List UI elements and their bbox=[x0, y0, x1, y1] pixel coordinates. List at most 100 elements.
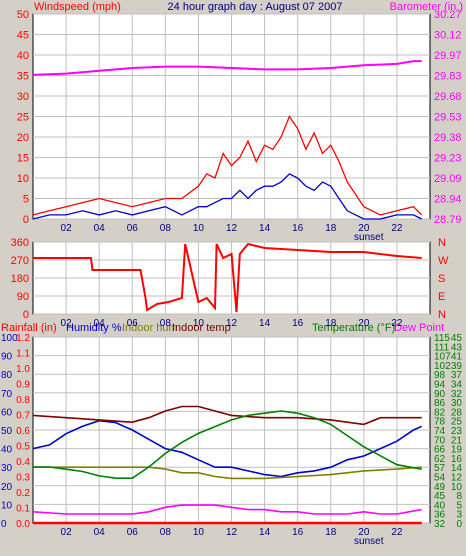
compass-tick-label: N bbox=[438, 237, 446, 249]
temperature-axis-title: Temperature (°F) bbox=[312, 322, 395, 334]
x-tick-label: 08 bbox=[160, 527, 172, 538]
x-tick-label: 06 bbox=[127, 223, 139, 234]
temp-f-tick-label: 78 bbox=[434, 417, 446, 428]
humidity-tick-label: 100 bbox=[1, 333, 18, 344]
x-tick-label: 14 bbox=[259, 318, 271, 329]
x-tick-label: 16 bbox=[292, 318, 304, 329]
series-line-barometer bbox=[32, 60, 422, 76]
temp-c-tick-label: 32 bbox=[451, 389, 463, 400]
direction-y-tick-label: 270 bbox=[11, 255, 29, 267]
x-tick-label: 08 bbox=[160, 223, 172, 234]
rainfall-tick-label: 1.0 bbox=[16, 364, 30, 375]
x-tick-label: 06 bbox=[127, 527, 139, 538]
compass-tick-label: W bbox=[438, 255, 449, 267]
humidity-tick-label: 60 bbox=[1, 407, 13, 418]
x-tick-label: 08 bbox=[160, 318, 172, 329]
indoor-temp-axis-title: Indoor temp bbox=[172, 322, 231, 334]
humidity-tick-label: 80 bbox=[1, 370, 13, 381]
x-tick-label: 12 bbox=[226, 318, 238, 329]
barometer-tick-label: 29.53 bbox=[434, 112, 462, 124]
temp-c-tick-label: 39 bbox=[451, 361, 463, 372]
x-tick-label: 02 bbox=[61, 527, 73, 538]
barometer-tick-label: 29.83 bbox=[434, 71, 462, 83]
wind-y-tick-label: 5 bbox=[23, 194, 29, 206]
temp-c-tick-label: 0 bbox=[456, 519, 462, 530]
humidity-tick-label: 70 bbox=[1, 389, 13, 400]
barometer-tick-label: 28.79 bbox=[434, 214, 462, 226]
indoor-hum-axis-title: Indoor hum bbox=[122, 322, 178, 334]
x-tick-label: 14 bbox=[259, 527, 271, 538]
x-tick-label: 20 bbox=[358, 318, 370, 329]
x-tick-label: 20 bbox=[358, 223, 370, 234]
sunset-label: sunset bbox=[354, 536, 384, 547]
x-tick-label: 02 bbox=[61, 223, 73, 234]
series-line-wind_speed bbox=[32, 115, 423, 216]
rainfall-tick-label: 0.2 bbox=[16, 488, 30, 499]
direction-y-tick-label: 0 bbox=[23, 309, 29, 321]
temp-f-tick-label: 86 bbox=[434, 398, 446, 409]
humidity-tick-label: 10 bbox=[1, 500, 13, 511]
rainfall-tick-label: 0.7 bbox=[16, 411, 30, 422]
temp-f-tick-label: 36 bbox=[434, 510, 446, 521]
rainfall-tick-label: 0.8 bbox=[16, 395, 30, 406]
barometer-axis-title: Barometer (in.) bbox=[390, 1, 463, 13]
rainfall-axis-title: Rainfall (in) bbox=[1, 322, 57, 334]
series-line-wind_dir bbox=[33, 242, 422, 313]
temp-c-tick-label: 3 bbox=[456, 510, 462, 521]
temp-c-tick-label: 19 bbox=[451, 445, 463, 456]
temp-f-tick-label: 49 bbox=[434, 482, 446, 493]
direction-y-tick-label: 90 bbox=[17, 291, 29, 303]
barometer-tick-label: 29.23 bbox=[434, 153, 462, 165]
temp-c-tick-label: 37 bbox=[451, 370, 463, 381]
x-tick-label: 14 bbox=[259, 223, 271, 234]
direction-y-tick-label: 360 bbox=[11, 237, 29, 249]
wind-y-tick-label: 30 bbox=[17, 91, 29, 103]
compass-tick-label: E bbox=[438, 291, 445, 303]
temp-f-tick-label: 82 bbox=[434, 407, 446, 418]
series-line-indoor_temp bbox=[32, 405, 422, 426]
compass-tick-label: N bbox=[438, 309, 446, 321]
humidity-tick-label: 20 bbox=[1, 482, 13, 493]
x-tick-label: 12 bbox=[226, 527, 238, 538]
temp-f-tick-label: 107 bbox=[434, 352, 451, 363]
temp-f-tick-label: 45 bbox=[434, 491, 446, 502]
temp-f-tick-label: 102 bbox=[434, 361, 451, 372]
temp-f-tick-label: 94 bbox=[434, 380, 446, 391]
humidity-tick-label: 30 bbox=[1, 463, 13, 474]
temp-c-tick-label: 16 bbox=[451, 454, 463, 465]
wind-y-tick-label: 40 bbox=[17, 50, 29, 62]
x-tick-label: 04 bbox=[94, 223, 106, 234]
x-tick-label: 10 bbox=[193, 318, 205, 329]
temp-c-tick-label: 43 bbox=[451, 342, 463, 353]
wind-y-tick-label: 0 bbox=[23, 214, 29, 226]
temp-f-tick-label: 74 bbox=[434, 426, 446, 437]
x-tick-label: 18 bbox=[325, 318, 337, 329]
series-line-wind_gust_avg bbox=[32, 173, 422, 220]
temp-f-tick-label: 66 bbox=[434, 445, 446, 456]
sunset-label: sunset bbox=[354, 232, 384, 243]
rainfall-tick-label: 0.4 bbox=[16, 457, 30, 468]
x-tick-label: 04 bbox=[94, 318, 106, 329]
humidity-tick-label: 0 bbox=[1, 519, 7, 530]
temp-c-tick-label: 8 bbox=[456, 491, 462, 502]
temp-f-tick-label: 98 bbox=[434, 370, 446, 381]
temp-f-tick-label: 57 bbox=[434, 463, 446, 474]
dew-point-axis-title: Dew Point bbox=[394, 322, 444, 334]
temp-f-tick-label: 40 bbox=[434, 500, 446, 511]
x-tick-label: 12 bbox=[226, 223, 238, 234]
rainfall-tick-label: 0.9 bbox=[16, 380, 30, 391]
temp-f-tick-label: 62 bbox=[434, 454, 446, 465]
rainfall-tick-label: 1.1 bbox=[16, 349, 30, 360]
x-tick-label: 06 bbox=[127, 318, 139, 329]
compass-tick-label: S bbox=[438, 273, 445, 285]
x-tick-label: 18 bbox=[325, 527, 337, 538]
series-line-dew_point bbox=[32, 504, 422, 515]
chart-title: 24 hour graph day : August 07 2007 bbox=[168, 1, 343, 13]
temp-c-tick-label: 28 bbox=[451, 407, 463, 418]
temp-c-tick-label: 21 bbox=[451, 435, 463, 446]
temp-c-tick-label: 25 bbox=[451, 417, 463, 428]
temp-c-tick-label: 12 bbox=[451, 473, 463, 484]
temp-f-tick-label: 32 bbox=[434, 519, 446, 530]
rainfall-tick-label: 0.5 bbox=[16, 442, 30, 453]
